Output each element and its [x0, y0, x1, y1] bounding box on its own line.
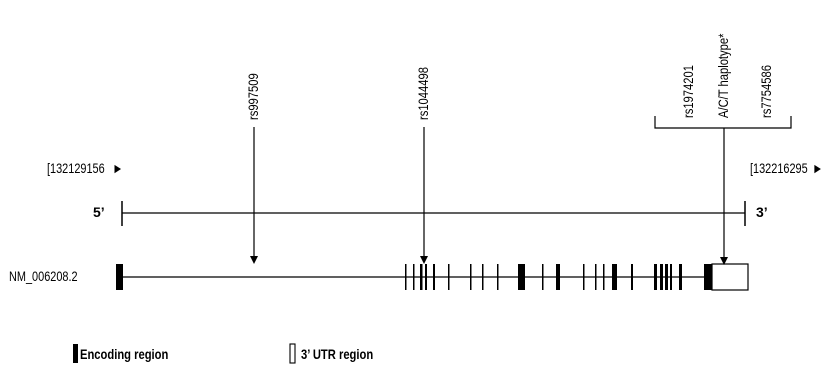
five-prime-label: 5’ — [93, 204, 105, 220]
exon-coding — [433, 264, 435, 290]
legend-utr: 3’ UTR region — [301, 344, 391, 363]
exon-coding — [116, 264, 123, 290]
exon-group — [116, 263, 749, 291]
transcript-label: NM_006208.2 — [9, 268, 78, 284]
exon-coding — [595, 264, 597, 290]
exon-coding — [603, 264, 605, 290]
snp-label-rs1974201: rs1974201 — [680, 65, 696, 118]
snp-label-rs997509: rs997509 — [245, 73, 261, 120]
exon-coding — [405, 264, 407, 290]
snp-arrowhead-3utr-cluster — [720, 257, 728, 265]
exon-coding — [413, 264, 415, 290]
legend-encoding-label: Encoding region — [80, 345, 169, 362]
genomic-start-coordinate: [132129156 ► — [47, 160, 123, 176]
exon-coding — [704, 264, 712, 290]
exon-coding — [670, 264, 672, 290]
exon-coding — [679, 264, 682, 290]
exon-coding — [542, 264, 544, 290]
snp-label-rs7754586: rs7754586 — [758, 65, 774, 118]
legend-utr-swatch — [289, 343, 296, 364]
exon-coding — [448, 264, 450, 290]
exon-coding — [518, 264, 525, 290]
exon-coding — [420, 264, 423, 290]
snp-label-haplotype: A/C/T haplotype* — [715, 33, 731, 119]
exon-coding — [660, 264, 663, 290]
exon-coding — [612, 264, 617, 290]
genomic-end-coordinate: [132216295 ► — [750, 160, 823, 176]
snp-arrowhead-rs997509 — [250, 256, 258, 264]
end-arrow-icon: ► — [812, 160, 824, 176]
legend-encoding: Encoding region — [80, 344, 190, 363]
start-arrow-icon: ► — [112, 160, 124, 176]
exon-coding — [556, 264, 560, 290]
exon-coding — [654, 264, 657, 290]
exon-coding — [631, 264, 633, 290]
legend-encoding-swatch — [73, 344, 78, 363]
end-coordinate-text: [132216295 — [750, 160, 808, 176]
exon-coding — [482, 264, 484, 290]
legend-utr-label: 3’ UTR region — [301, 345, 374, 362]
exon-3utr — [711, 263, 749, 291]
exon-coding — [665, 264, 668, 290]
exon-coding — [583, 264, 585, 290]
snp-cluster-bracket — [654, 116, 792, 129]
exon-coding — [425, 264, 427, 290]
exon-coding — [470, 264, 472, 290]
three-prime-label: 3’ — [756, 204, 768, 220]
start-coordinate-text: [132129156 — [47, 160, 105, 176]
snp-arrowhead-rs1044498 — [420, 256, 428, 264]
exon-coding — [497, 264, 499, 290]
snp-label-rs1044498: rs1044498 — [415, 67, 431, 120]
